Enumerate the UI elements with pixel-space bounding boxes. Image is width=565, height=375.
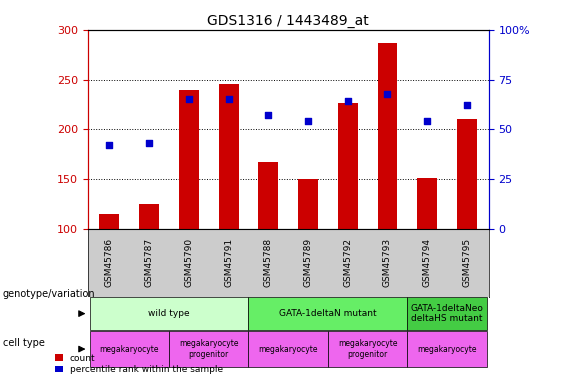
Text: GSM45794: GSM45794 — [423, 238, 432, 287]
Bar — [407, 297, 486, 330]
Point — [423, 118, 432, 124]
Point — [343, 99, 352, 105]
Text: GSM45791: GSM45791 — [224, 238, 233, 287]
Bar — [328, 332, 407, 367]
Bar — [90, 332, 169, 367]
Point — [462, 102, 471, 108]
Bar — [179, 90, 199, 228]
Bar — [90, 297, 249, 330]
Text: GSM45787: GSM45787 — [145, 238, 154, 287]
Point — [264, 112, 273, 118]
Text: cell type: cell type — [3, 338, 45, 348]
Bar — [169, 332, 249, 367]
Bar — [258, 162, 278, 228]
Bar — [457, 119, 477, 228]
Text: GSM45793: GSM45793 — [383, 238, 392, 287]
Text: genotype/variation: genotype/variation — [3, 290, 95, 299]
Legend: count, percentile rank within the sample: count, percentile rank within the sample — [55, 354, 223, 374]
Point — [105, 142, 114, 148]
Bar — [377, 43, 397, 228]
Text: megakaryocyte: megakaryocyte — [99, 345, 159, 354]
Text: GATA-1deltaNeo
deltaHS mutant: GATA-1deltaNeo deltaHS mutant — [411, 304, 484, 323]
Text: GSM45795: GSM45795 — [462, 238, 471, 287]
Point — [224, 96, 233, 102]
Text: GSM45788: GSM45788 — [264, 238, 273, 287]
Bar — [99, 214, 119, 228]
Title: GDS1316 / 1443489_at: GDS1316 / 1443489_at — [207, 13, 369, 28]
Text: GATA-1deltaN mutant: GATA-1deltaN mutant — [279, 309, 377, 318]
Text: GSM45786: GSM45786 — [105, 238, 114, 287]
Text: megakaryocyte
progenitor: megakaryocyte progenitor — [338, 339, 397, 359]
Bar — [249, 297, 407, 330]
Bar — [298, 179, 318, 228]
Text: megakaryocyte: megakaryocyte — [418, 345, 477, 354]
Bar — [407, 332, 486, 367]
Bar — [249, 332, 328, 367]
Point — [383, 90, 392, 96]
Point — [303, 118, 312, 124]
Bar — [139, 204, 159, 228]
Text: GSM45789: GSM45789 — [303, 238, 312, 287]
Text: wild type: wild type — [148, 309, 190, 318]
Bar — [417, 178, 437, 228]
Text: megakaryocyte
progenitor: megakaryocyte progenitor — [179, 339, 238, 359]
Point — [145, 140, 154, 146]
Bar — [219, 84, 238, 228]
Text: megakaryocyte: megakaryocyte — [258, 345, 318, 354]
Text: GSM45790: GSM45790 — [184, 238, 193, 287]
Bar — [338, 104, 358, 228]
Text: GSM45792: GSM45792 — [343, 238, 352, 287]
Point — [184, 96, 193, 102]
